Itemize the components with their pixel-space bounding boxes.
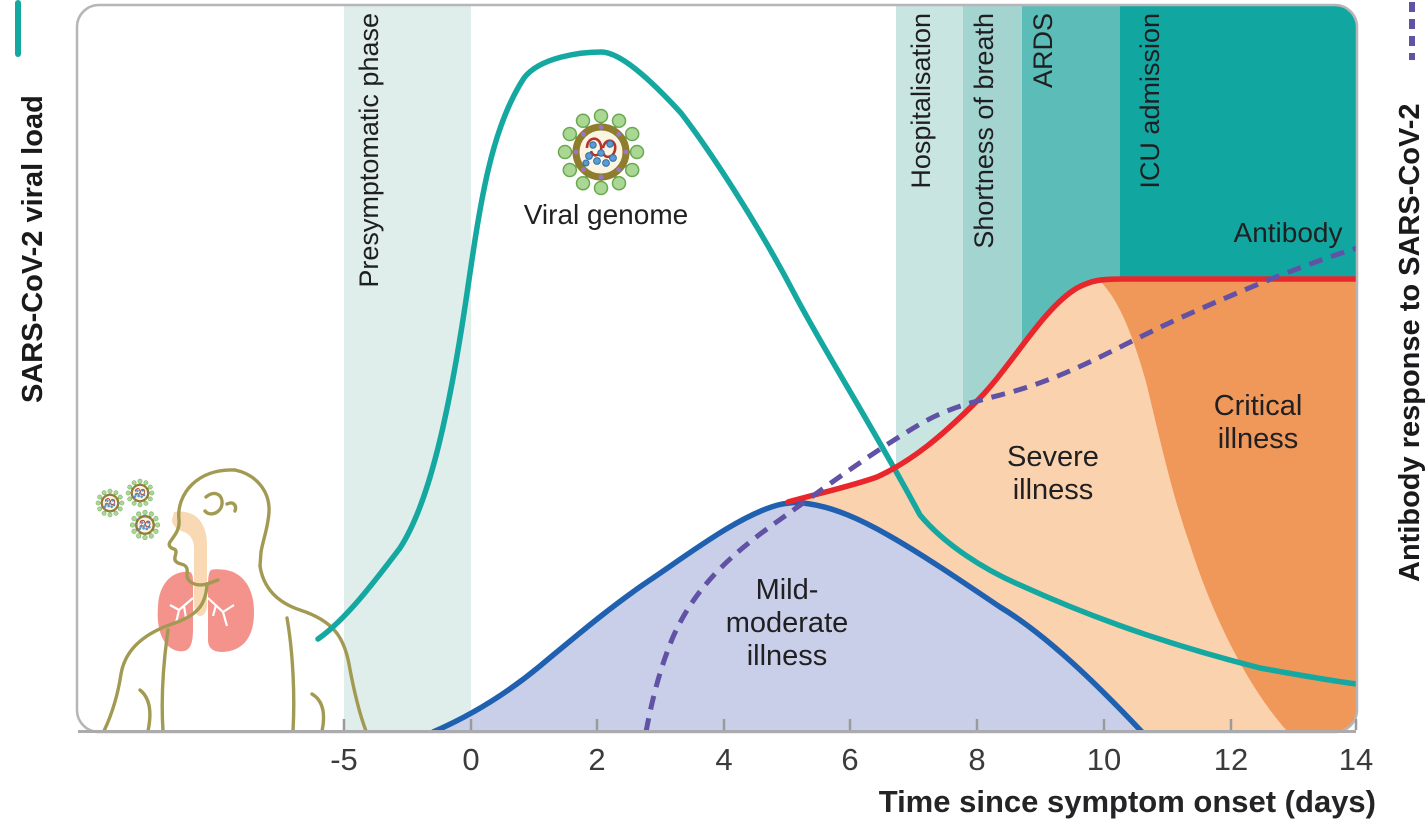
viral-load-curve xyxy=(315,49,1357,687)
severe-illness-label: Severe illness xyxy=(1007,441,1099,506)
x-axis-ticks xyxy=(342,719,1358,730)
x-tick-10: 10 xyxy=(1086,742,1122,777)
left-lung xyxy=(157,571,193,652)
viral-load-legend-line xyxy=(15,0,21,57)
right-axis-title: Antibody response to SARS-CoV-2 xyxy=(1394,103,1425,582)
x-tick-2: 2 xyxy=(588,742,606,777)
x-tick--5: -5 xyxy=(330,742,358,777)
antibody-curve xyxy=(643,245,1357,732)
viral-genome-icon xyxy=(559,110,644,195)
trachea xyxy=(172,511,207,616)
bronchi xyxy=(169,597,235,627)
band-presymptomatic xyxy=(344,5,471,732)
human-figure-illustration xyxy=(94,468,368,732)
critical-illness-area xyxy=(1100,281,1357,732)
band-label-hospitalisation: Hospitalisation xyxy=(906,13,936,189)
x-tick-0: 0 xyxy=(462,742,480,777)
mild-moderate-label: Mild- moderate illness xyxy=(725,574,849,672)
left-axis-title: SARS-CoV-2 viral load xyxy=(17,95,49,403)
band-label-shortness-of-breath: Shortness of breath xyxy=(969,13,999,249)
critical-illness-label: Critical illness xyxy=(1213,390,1303,455)
right-lung xyxy=(208,569,254,652)
body-outline xyxy=(102,468,368,732)
x-tick-4: 4 xyxy=(715,742,733,777)
band-label-presymptomatic: Presymptomatic phase xyxy=(354,13,384,288)
band-label-icu-admission: ICU admission xyxy=(1135,13,1165,189)
viral-genome-label: Viral genome xyxy=(523,199,689,230)
band-label-ards: ARDS xyxy=(1028,13,1058,89)
x-tick-6: 6 xyxy=(841,742,859,777)
mild-moderate-area xyxy=(433,502,1142,732)
x-tick-14: 14 xyxy=(1338,742,1374,777)
x-axis-title: Time since symptom onset (days) xyxy=(878,784,1376,819)
antibody-label: Antibody xyxy=(1233,217,1343,248)
x-tick-12: 12 xyxy=(1213,742,1249,777)
x-tick-8: 8 xyxy=(968,742,986,777)
antibody-legend-dashed-line xyxy=(1409,2,1415,60)
